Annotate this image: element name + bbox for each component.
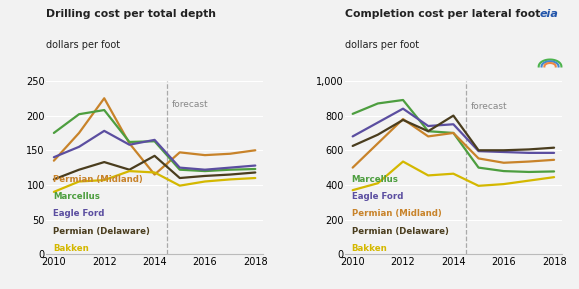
Text: Bakken: Bakken (53, 244, 89, 253)
Text: forecast: forecast (471, 102, 508, 111)
Text: Permian (Midland): Permian (Midland) (53, 175, 142, 184)
Text: Drilling cost per total depth: Drilling cost per total depth (46, 9, 217, 19)
Text: Eagle Ford: Eagle Ford (351, 192, 403, 201)
Text: dollars per foot: dollars per foot (46, 40, 120, 51)
Text: Marcellus: Marcellus (53, 192, 100, 201)
Text: Completion cost per lateral foot: Completion cost per lateral foot (345, 9, 540, 19)
Text: dollars per foot: dollars per foot (345, 40, 419, 51)
Text: Permian (Midland): Permian (Midland) (351, 209, 441, 218)
Text: Bakken: Bakken (351, 244, 387, 253)
Text: Permian (Delaware): Permian (Delaware) (351, 227, 449, 236)
Text: forecast: forecast (172, 100, 209, 109)
Text: eia: eia (540, 9, 559, 19)
Text: Eagle Ford: Eagle Ford (53, 209, 104, 218)
Text: Marcellus: Marcellus (351, 175, 398, 184)
Text: Permian (Delaware): Permian (Delaware) (53, 227, 150, 236)
